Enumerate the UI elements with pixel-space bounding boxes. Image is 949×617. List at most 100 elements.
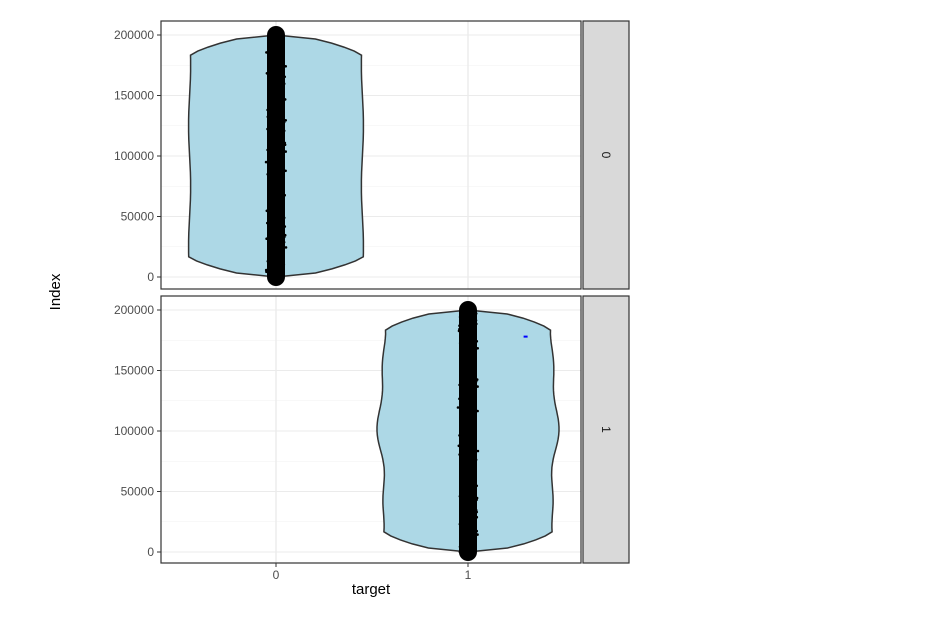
data-point [458,495,462,498]
data-point [462,317,465,321]
data-point [472,367,476,371]
data-point [464,407,467,411]
data-point [458,397,461,401]
data-point [465,404,468,408]
data-point [473,456,476,460]
data-point [473,350,477,354]
data-point [464,354,468,357]
data-point [275,152,278,155]
data-point [280,79,283,82]
data-point [266,148,269,152]
facet-panel-1: 0 50000 100000 150000 200000 1 [114,295,630,564]
data-point [270,40,273,44]
outlier-point [523,335,528,338]
panel-border [160,20,582,290]
data-point [278,178,282,181]
data-point [464,338,468,341]
data-point [271,242,274,246]
data-point [467,482,471,486]
data-point [274,122,277,126]
data-point [274,159,277,162]
data-point [284,169,287,173]
data-point [469,543,472,547]
data-point [463,428,466,432]
data-point [267,80,271,84]
data-point [475,510,479,514]
data-point [276,54,280,58]
data-point [282,240,286,244]
y-tick-label: 100000 [114,424,154,438]
x-tick-label: 1 [465,568,472,582]
data-point [266,173,270,176]
data-point [460,540,463,543]
data-point [279,35,283,38]
data-point [475,340,479,343]
data-point [469,308,473,312]
data-point [282,216,286,220]
y-tick-label: 50000 [121,210,155,224]
data-point [272,56,276,59]
data-point [279,253,283,256]
data-point [468,362,472,366]
data-point [269,63,273,66]
data-point [284,246,288,249]
data-point [282,82,286,85]
data-point [475,322,478,326]
data-point [275,138,278,141]
data-point [465,489,468,493]
data-point [476,533,479,536]
data-point [461,528,464,531]
data-point [277,183,280,186]
y-tick-label: 150000 [114,364,154,378]
data-point [465,521,468,524]
x-tick-label: 0 [273,568,280,582]
data-point [458,453,461,456]
facet-strip-label: 0 [599,152,613,159]
data-point [271,132,275,136]
data-point [276,207,280,211]
data-point [268,190,271,193]
y-tick-label: 100000 [114,149,154,163]
data-point [266,108,269,112]
data-point [470,536,473,540]
data-point [468,454,471,458]
data-point [461,360,464,364]
data-point [265,237,268,240]
data-point [277,96,281,99]
data-point [273,38,277,42]
data-point [266,260,270,263]
data-point [268,214,272,218]
y-tick-label: 0 [147,545,154,559]
data-point [470,507,474,510]
data-point [265,209,269,213]
data-point [278,197,281,200]
data-point [279,44,283,47]
data-point [276,251,280,254]
data-point [465,414,469,418]
data-point [472,371,475,375]
data-point [474,380,478,383]
data-point [270,171,273,174]
data-point [460,481,464,484]
data-point [469,320,473,324]
data-point [461,401,464,404]
data-point [475,484,479,488]
data-point [280,112,284,115]
data-point [469,500,473,503]
data-point [463,512,467,515]
data-point [465,549,469,552]
data-point [282,120,286,124]
data-point [467,369,471,373]
data-point [281,239,284,242]
y-tick-label: 200000 [114,303,154,317]
data-point [281,167,284,171]
y-tick-label: 0 [147,270,154,284]
data-point [461,395,465,399]
data-point [471,390,474,394]
data-point [467,334,471,338]
data-point [466,357,470,361]
data-point [464,418,468,422]
data-point [469,448,472,451]
data-point [470,493,473,496]
